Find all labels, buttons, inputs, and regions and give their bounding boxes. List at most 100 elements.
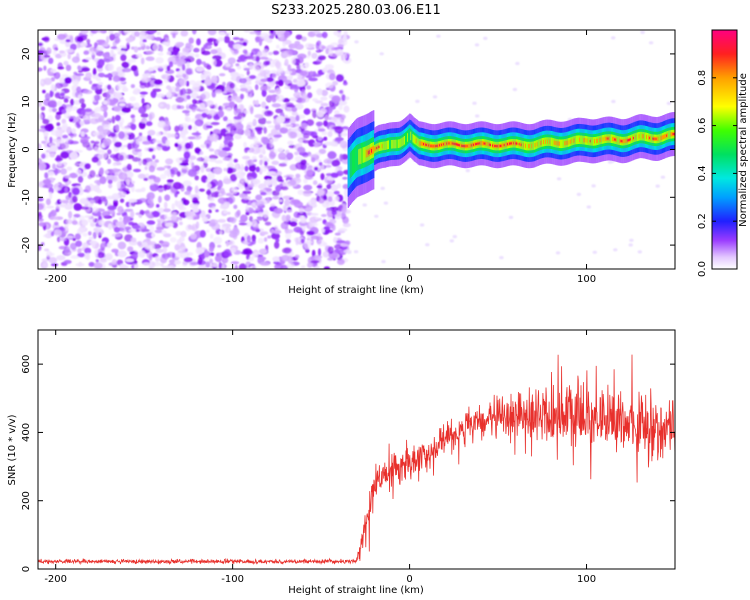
signal-cell <box>393 139 395 149</box>
signal-cell <box>400 138 402 147</box>
noise-blob <box>90 140 95 144</box>
signal-cell <box>383 141 385 151</box>
noise-blob <box>252 210 258 214</box>
signal-cell <box>500 144 502 147</box>
noise-blob <box>196 157 201 162</box>
noise-blob <box>321 45 327 50</box>
noise-blob <box>182 73 187 78</box>
noise-blob <box>354 40 359 44</box>
noise-blob <box>303 108 311 115</box>
colorbar-label: Normalized spectral amplitude <box>738 73 749 227</box>
noise-blob <box>78 225 86 233</box>
noise-blob <box>234 134 242 140</box>
noise-blob <box>69 140 79 145</box>
signal-cell <box>349 152 352 179</box>
noise-blob <box>119 103 126 107</box>
noise-blob <box>165 158 174 165</box>
noise-blob <box>66 126 72 134</box>
noise-blob <box>254 31 259 35</box>
signal-cell <box>565 141 567 146</box>
noise-blob <box>280 221 289 230</box>
noise-blob <box>80 131 85 137</box>
signal-cell <box>506 143 509 146</box>
noise-blob <box>226 107 233 112</box>
noise-blob <box>274 225 278 230</box>
noise-blob <box>306 237 311 241</box>
noise-blob <box>59 92 65 97</box>
noise-blob <box>270 30 274 34</box>
noise-blob <box>253 65 261 71</box>
noise-blob <box>127 221 135 226</box>
noise-blob <box>191 132 202 136</box>
signal-cell <box>597 138 599 143</box>
noise-blob <box>225 240 230 247</box>
noise-blob <box>381 260 386 264</box>
noise-blob <box>65 48 75 53</box>
noise-blob <box>146 35 154 40</box>
noise-blob <box>232 37 240 40</box>
signal-cell <box>355 146 357 173</box>
noise-blob <box>118 217 123 221</box>
signal-cell <box>551 137 553 147</box>
signal-cell <box>443 143 445 146</box>
noise-blob <box>326 159 332 165</box>
noise-blob <box>302 152 309 158</box>
signal-cell <box>447 141 449 146</box>
noise-blob <box>53 72 61 80</box>
noise-blob <box>96 85 102 90</box>
noise-blob <box>155 57 164 64</box>
signal-cell <box>384 141 387 150</box>
signal-cell <box>432 145 434 148</box>
noise-blob <box>150 90 157 99</box>
noise-blob <box>66 235 74 239</box>
signal-cell <box>466 145 468 148</box>
noise-blob <box>113 126 120 131</box>
y-tick-label: 10 <box>21 95 32 108</box>
noise-blob <box>297 189 304 195</box>
noise-blob <box>238 37 244 41</box>
noise-blob <box>219 230 223 234</box>
noise-blob <box>152 154 156 160</box>
noise-blob <box>314 217 319 220</box>
noise-blob <box>291 199 301 204</box>
noise-blob <box>246 69 250 76</box>
noise-blob <box>311 157 316 163</box>
noise-blob <box>61 74 69 78</box>
noise-blob <box>104 170 110 174</box>
noise-blob <box>342 176 348 180</box>
noise-blob <box>119 121 123 128</box>
signal-cell <box>614 138 616 141</box>
noise-blob <box>92 68 97 76</box>
noise-blob <box>203 72 207 79</box>
noise-blob <box>339 140 348 149</box>
noise-blob <box>163 233 172 238</box>
noise-blob <box>586 205 591 209</box>
signal-cell <box>586 138 588 143</box>
noise-blob <box>330 42 339 47</box>
signal-cell <box>519 142 521 147</box>
noise-blob <box>218 150 228 158</box>
signal-cell <box>492 144 494 147</box>
signal-cell <box>650 136 652 141</box>
signal-cell <box>577 135 579 145</box>
signal-cell <box>575 135 578 145</box>
noise-blob <box>192 197 199 204</box>
noise-blob <box>264 160 268 167</box>
noise-blob <box>242 155 250 160</box>
noise-blob <box>231 123 240 127</box>
signal-cell <box>547 139 549 144</box>
noise-blob <box>331 95 341 103</box>
noise-blob <box>82 115 89 120</box>
signal-cell <box>625 138 628 143</box>
noise-blob <box>249 93 253 98</box>
signal-cell <box>504 142 507 147</box>
noise-blob <box>179 221 183 226</box>
noise-blob <box>229 186 238 195</box>
noise-blob <box>340 132 348 137</box>
noise-blob <box>231 130 238 135</box>
signal-cell <box>446 142 448 145</box>
noise-blob <box>79 42 88 47</box>
signal-cell <box>391 140 393 149</box>
noise-blob <box>162 41 169 46</box>
noise-blob <box>111 233 122 237</box>
